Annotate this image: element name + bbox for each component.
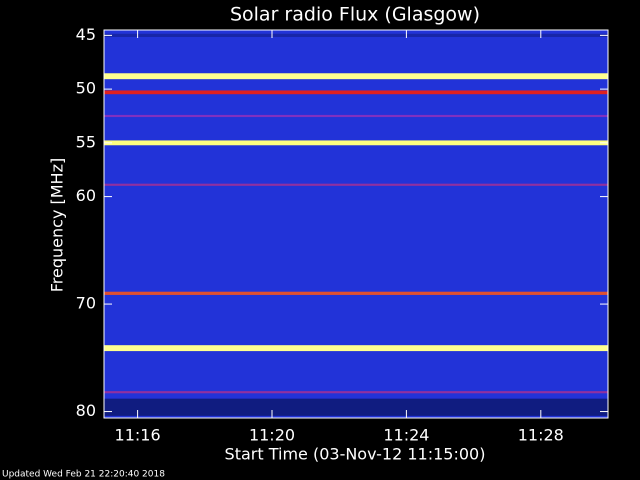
footer: Updated Wed Feb 21 22:20:40 2018: [2, 470, 165, 480]
band: [104, 33, 608, 37]
plot-background: [104, 30, 608, 418]
x-axis-label: Start Time (03-Nov-12 11:15:00): [225, 445, 486, 464]
band: [104, 90, 608, 95]
band: [104, 183, 608, 186]
chart-title: Solar radio Flux (Glasgow): [230, 4, 480, 26]
y-axis-label: Frequency [MHz]: [48, 158, 67, 292]
band: [104, 398, 608, 416]
band: [104, 345, 608, 352]
y-tick-label: 70: [76, 294, 96, 313]
band: [104, 73, 608, 80]
plot-frame: [103, 29, 609, 419]
x-tick-label: 11:24: [383, 426, 429, 445]
y-tick-label: 50: [76, 79, 96, 98]
y-tick-label: 60: [76, 186, 96, 205]
x-tick-label: 11:20: [249, 426, 295, 445]
y-tick-label: 45: [76, 25, 96, 44]
band: [104, 140, 608, 146]
band: [104, 291, 608, 295]
x-tick-label: 11:16: [115, 426, 161, 445]
band: [104, 114, 608, 118]
y-tick-label: 55: [76, 132, 96, 151]
x-tick-label: 11:28: [518, 426, 564, 445]
band: [104, 391, 608, 394]
y-tick-label: 80: [76, 401, 96, 420]
